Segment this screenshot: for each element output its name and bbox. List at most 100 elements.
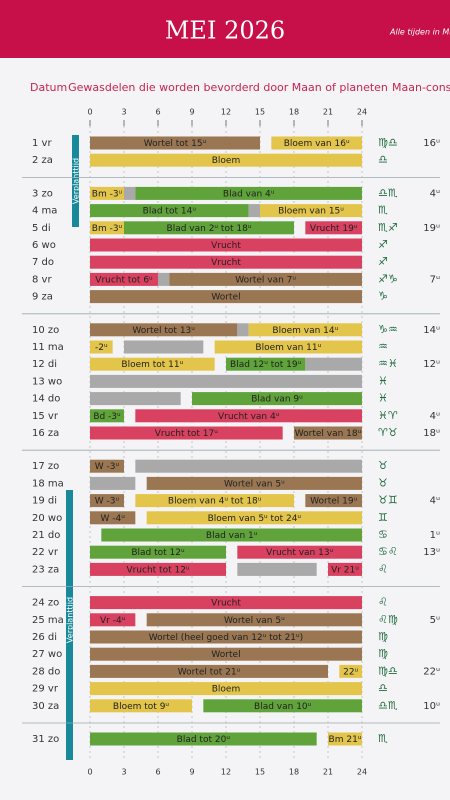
segment-bar (90, 426, 283, 440)
segment-bar (90, 459, 124, 473)
day-label: 10 zo (32, 325, 59, 336)
x-tick-label: 21 (323, 768, 333, 777)
segment-bar (90, 511, 136, 525)
day-label: 7 do (32, 257, 54, 268)
moon-sign: ♊︎ (378, 511, 388, 524)
planting-label: Verplanttijd (66, 597, 75, 643)
segment-bar (90, 238, 362, 252)
segment-label: Bloem van 4ᵘ tot 18ᵘ (168, 497, 262, 507)
segment-bar (237, 562, 317, 576)
day-label: 16 za (32, 428, 59, 439)
segment-bar (90, 545, 226, 559)
segment-label: Vrucht tot 6ᵘ (95, 275, 153, 285)
segment-label: Blad van 2ᵘ tot 18ᵘ (167, 224, 252, 234)
segment-bar (294, 426, 362, 440)
segment-label: Blad tot 14ᵘ (143, 207, 197, 217)
segment-label: Vrucht van 4ᵘ (218, 412, 280, 422)
segment-bar (90, 664, 328, 678)
segment-label: Wortel van 5ᵘ (224, 616, 285, 626)
segment-label: Blad van 1ᵘ (206, 531, 258, 541)
x-tick-label: 6 (155, 108, 160, 117)
moon-sign: ♑︎♒︎ (378, 323, 398, 336)
segment-label: W -3ᵘ (95, 497, 120, 507)
segment-bar (146, 476, 362, 490)
segment-label: Bloem (212, 685, 241, 695)
segment-label: Wortel (heel goed van 12ᵘ tot 21ᵘ) (149, 633, 303, 643)
segment-bar (90, 630, 362, 644)
segment-bar (90, 153, 362, 167)
segment-label: Vr -4ᵘ (100, 616, 126, 626)
segment-bar (90, 323, 238, 337)
segment-label: Bd -3ᵘ (93, 412, 121, 422)
moon-time: 10ᵘ (423, 701, 440, 712)
segment-label: Vrucht tot 12ᵘ (126, 565, 189, 575)
day-label: 14 do (32, 394, 60, 405)
segment-bar (328, 732, 362, 746)
day-label: 13 wo (32, 376, 62, 387)
day-label: 24 zo (32, 598, 59, 609)
moon-sign: ♌︎ (378, 596, 388, 609)
chart-title: MEI 2026 (165, 17, 285, 45)
moon-sign: ♎︎ (378, 153, 388, 166)
moon-sign: ♐︎ (378, 238, 388, 251)
segment-bar (124, 340, 204, 354)
moon-sign: ♑︎ (378, 290, 388, 303)
day-label: 25 ma (32, 615, 64, 626)
day-label: 3 zo (32, 188, 53, 199)
segment-bar (90, 340, 113, 354)
segment-bar (305, 221, 362, 235)
moon-time: 13ᵘ (423, 547, 440, 558)
day-label: 27 wo (32, 649, 62, 660)
x-tick-label: 24 (357, 768, 367, 777)
x-tick-label: 18 (289, 768, 299, 777)
x-tick-label: 12 (221, 768, 231, 777)
segment-bar (135, 409, 362, 423)
segment-bar (90, 476, 136, 490)
segment-bar (214, 340, 362, 354)
moon-sign: ♒︎♓︎ (378, 357, 398, 370)
segment-bar (146, 613, 362, 627)
segment-bar (90, 357, 215, 371)
segment-label: Wortel van 18ᵘ (295, 429, 362, 439)
day-label: 30 za (32, 701, 59, 712)
segment-label: Blad tot 12ᵘ (131, 548, 185, 558)
segment-label: Wortel tot 21ᵘ (178, 667, 241, 677)
segment-bar (271, 136, 362, 150)
segment-bar (124, 186, 136, 200)
segment-label: Wortel (211, 293, 240, 303)
moon-time: 7ᵘ (430, 274, 440, 285)
moon-time: 4ᵘ (430, 496, 440, 507)
segment-bar (90, 290, 362, 304)
segment-bar (192, 392, 362, 406)
segment-label: Vrucht van 13ᵘ (266, 548, 333, 558)
x-tick-label: 3 (121, 768, 126, 777)
day-label: 6 wo (32, 240, 56, 251)
moon-sign: ♉︎♊︎ (378, 494, 398, 507)
segment-bar (305, 494, 362, 508)
segment-label: Vrucht tot 17ᵘ (155, 429, 218, 439)
moon-sign: ♍︎♎︎ (378, 664, 398, 677)
segment-bar (90, 221, 124, 235)
segment-label: Bloem van 11ᵘ (255, 343, 321, 353)
segment-label: Blad van 9ᵘ (251, 395, 303, 405)
moon-sign: ♏︎♐︎ (378, 221, 398, 234)
moon-time: 5ᵘ (430, 615, 440, 626)
x-tick-label: 9 (189, 768, 194, 777)
subtitle: Gewasdelen die worden bevorderd door Maa… (68, 81, 388, 94)
moon-sign: ♌︎♍︎ (378, 613, 398, 626)
moon-header: Maan-const. (392, 81, 450, 94)
day-label: 28 do (32, 666, 60, 677)
date-header: Datum (30, 81, 67, 94)
x-tick-label: 12 (221, 108, 231, 117)
moon-sign: ♓︎♈︎ (378, 409, 398, 422)
moon-time: 4ᵘ (430, 411, 440, 422)
segment-label: Blad van 4ᵘ (223, 189, 275, 199)
segment-bar (158, 272, 170, 286)
segment-label: Bloem (212, 156, 241, 166)
moon-sign: ♎︎ (378, 682, 388, 695)
segment-bar (248, 323, 362, 337)
moon-sign: ♓︎ (378, 374, 388, 387)
segment-label: Vrucht (211, 258, 241, 268)
segment-label: 22ᵘ (343, 667, 358, 677)
